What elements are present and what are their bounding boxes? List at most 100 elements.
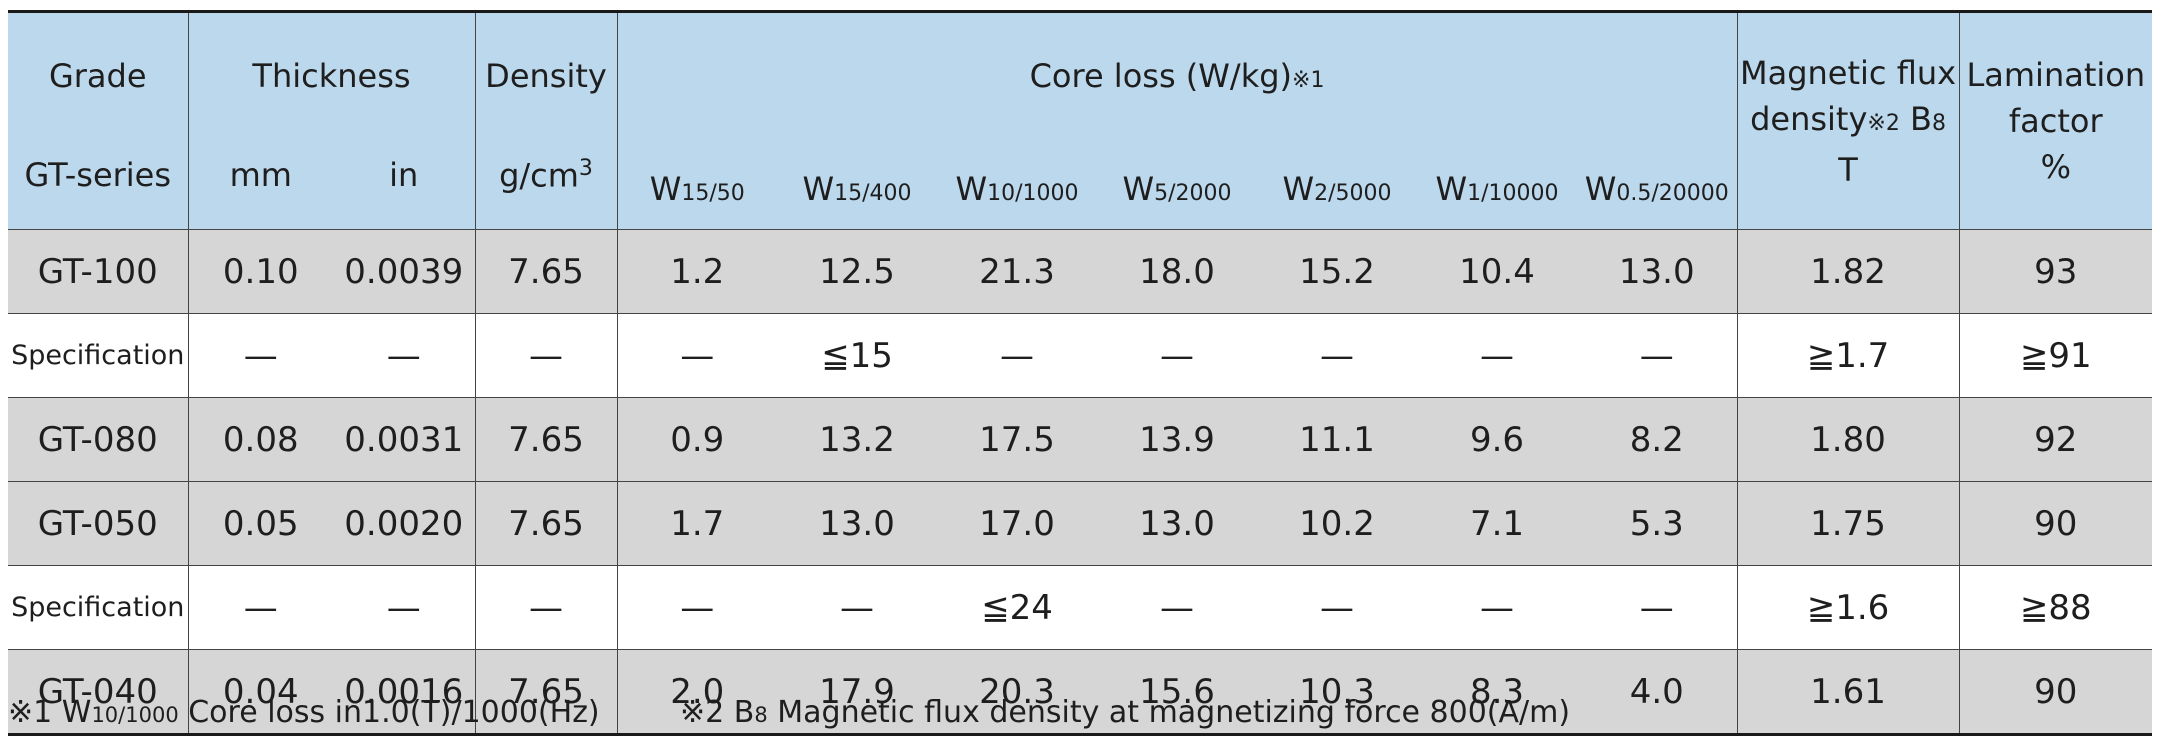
cell-lam: 92 <box>1959 397 2153 482</box>
cell-grade: GT-080 <box>8 397 189 482</box>
table-header: Grade Thickness Density Core loss (W/kg)… <box>8 11 2153 230</box>
cell-mm: — <box>188 313 333 398</box>
table-row: GT-100 0.10 0.0039 7.65 1.2 12.5 21.3 18… <box>8 229 2153 314</box>
cell-density: — <box>475 313 618 398</box>
cell-w: 2.0 <box>617 649 777 735</box>
cell-in: 0.0039 <box>333 229 476 314</box>
cell-w: 11.1 <box>1257 397 1417 482</box>
header-w-15-50: W15/50 <box>617 121 777 230</box>
grade-properties-table: Grade Thickness Density Core loss (W/kg)… <box>8 10 2153 736</box>
cell-w: — <box>1097 313 1257 398</box>
cell-grade: Specification <box>8 565 189 650</box>
header-mm: mm <box>188 121 333 230</box>
cell-w: 10.2 <box>1257 481 1417 566</box>
cell-w: 13.9 <box>1097 397 1257 482</box>
cell-w: 13.0 <box>1097 481 1257 566</box>
cell-lam: 90 <box>1959 649 2153 735</box>
cell-in: 0.0016 <box>333 649 476 735</box>
cell-w: 13.0 <box>777 481 937 566</box>
cell-w: 20.3 <box>937 649 1097 735</box>
cell-in: 0.0020 <box>333 481 476 566</box>
table-row: GT-050 0.05 0.0020 7.65 1.7 13.0 17.0 13… <box>8 481 2153 566</box>
cell-flux: 1.75 <box>1737 481 1960 566</box>
cell-flux: 1.80 <box>1737 397 1960 482</box>
cell-w: 0.9 <box>617 397 777 482</box>
cell-w: 4.0 <box>1577 649 1738 735</box>
cell-w: 9.6 <box>1417 397 1577 482</box>
table-row: Specification — — — — — ≦24 — — — — ≧1.6… <box>8 565 2153 650</box>
cell-flux: 1.61 <box>1737 649 1960 735</box>
cell-grade: GT-040 <box>8 649 189 735</box>
cell-in: — <box>333 313 476 398</box>
cell-mm: 0.04 <box>188 649 333 735</box>
cell-grade: GT-050 <box>8 481 189 566</box>
cell-grade: GT-100 <box>8 229 189 314</box>
cell-density: — <box>475 565 618 650</box>
cell-w: ≦15 <box>777 313 937 398</box>
header-grade-series: GT-series <box>8 121 189 230</box>
cell-grade: Specification <box>8 313 189 398</box>
cell-w: 1.7 <box>617 481 777 566</box>
cell-w: — <box>617 313 777 398</box>
cell-density: 7.65 <box>475 397 618 482</box>
cell-w: — <box>1577 565 1738 650</box>
header-w-5-2000: W5/2000 <box>1097 121 1257 230</box>
table-row: Specification — — — — ≦15 — — — — — ≧1.7… <box>8 313 2153 398</box>
cell-w: 10.3 <box>1257 649 1417 735</box>
cell-w: 7.1 <box>1417 481 1577 566</box>
cell-mm: 0.05 <box>188 481 333 566</box>
cell-w: 5.3 <box>1577 481 1738 566</box>
cell-w: — <box>1577 313 1738 398</box>
header-grade: Grade <box>8 11 189 121</box>
flux-unit: T <box>1838 150 1858 189</box>
core-loss-label: Core loss (W/kg) <box>1029 57 1293 95</box>
table-row: GT-080 0.08 0.0031 7.65 0.9 13.2 17.5 13… <box>8 397 2153 482</box>
header-core-loss: Core loss (W/kg)※1 <box>617 11 1738 121</box>
cell-mm: 0.10 <box>188 229 333 314</box>
header-lamination: Lamination factor % <box>1959 11 2153 230</box>
cell-mm: — <box>188 565 333 650</box>
header-w-15-400: W15/400 <box>777 121 937 230</box>
cell-flux: ≧1.6 <box>1737 565 1960 650</box>
cell-w: — <box>1417 565 1577 650</box>
core-loss-note-mark: ※1 <box>1292 68 1325 93</box>
header-in: in <box>333 121 476 230</box>
cell-w: 17.9 <box>777 649 937 735</box>
cell-w: 18.0 <box>1097 229 1257 314</box>
cell-w: 17.0 <box>937 481 1097 566</box>
cell-w: — <box>1097 565 1257 650</box>
lam-line1: Lamination <box>1966 56 2146 94</box>
cell-w: — <box>1257 565 1417 650</box>
cell-w: 15.6 <box>1097 649 1257 735</box>
header-w-2-5000: W2/5000 <box>1257 121 1417 230</box>
cell-w: 1.2 <box>617 229 777 314</box>
cell-mm: 0.08 <box>188 397 333 482</box>
cell-flux: ≧1.7 <box>1737 313 1960 398</box>
footnotes: ※1 W10/1000 Core loss in1.0(T)/1000(Hz) … <box>8 695 2150 730</box>
cell-w: — <box>777 565 937 650</box>
cell-w: 8.3 <box>1417 649 1577 735</box>
spec-table-wrapper: Grade Thickness Density Core loss (W/kg)… <box>8 10 2153 736</box>
flux-line2: density※2 B8 <box>1750 99 1946 138</box>
cell-w: — <box>937 313 1097 398</box>
lam-unit: % <box>2040 148 2071 186</box>
flux-line1: Magnetic flux <box>1739 53 1957 92</box>
cell-w: 21.3 <box>937 229 1097 314</box>
footnote-core-loss: ※1 W10/1000 Core loss in1.0(T)/1000(Hz) <box>8 695 600 730</box>
header-w-1-10000: W1/10000 <box>1417 121 1577 230</box>
cell-flux: 1.82 <box>1737 229 1960 314</box>
cell-w: — <box>617 565 777 650</box>
cell-density: 7.65 <box>475 481 618 566</box>
cell-lam: 93 <box>1959 229 2153 314</box>
cell-w: 12.5 <box>777 229 937 314</box>
cell-density: 7.65 <box>475 649 618 735</box>
cell-w: 15.2 <box>1257 229 1417 314</box>
table-body: GT-100 0.10 0.0039 7.65 1.2 12.5 21.3 18… <box>8 229 2153 735</box>
header-w-10-1000: W10/1000 <box>937 121 1097 230</box>
cell-w: ≦24 <box>937 565 1097 650</box>
header-flux: Magnetic flux density※2 B8 T <box>1737 11 1960 230</box>
header-thickness: Thickness <box>188 11 476 121</box>
header-w-0.5-20000: W0.5/20000 <box>1577 121 1738 230</box>
header-density-unit: g/cm3 <box>475 121 618 230</box>
cell-w: 8.2 <box>1577 397 1738 482</box>
